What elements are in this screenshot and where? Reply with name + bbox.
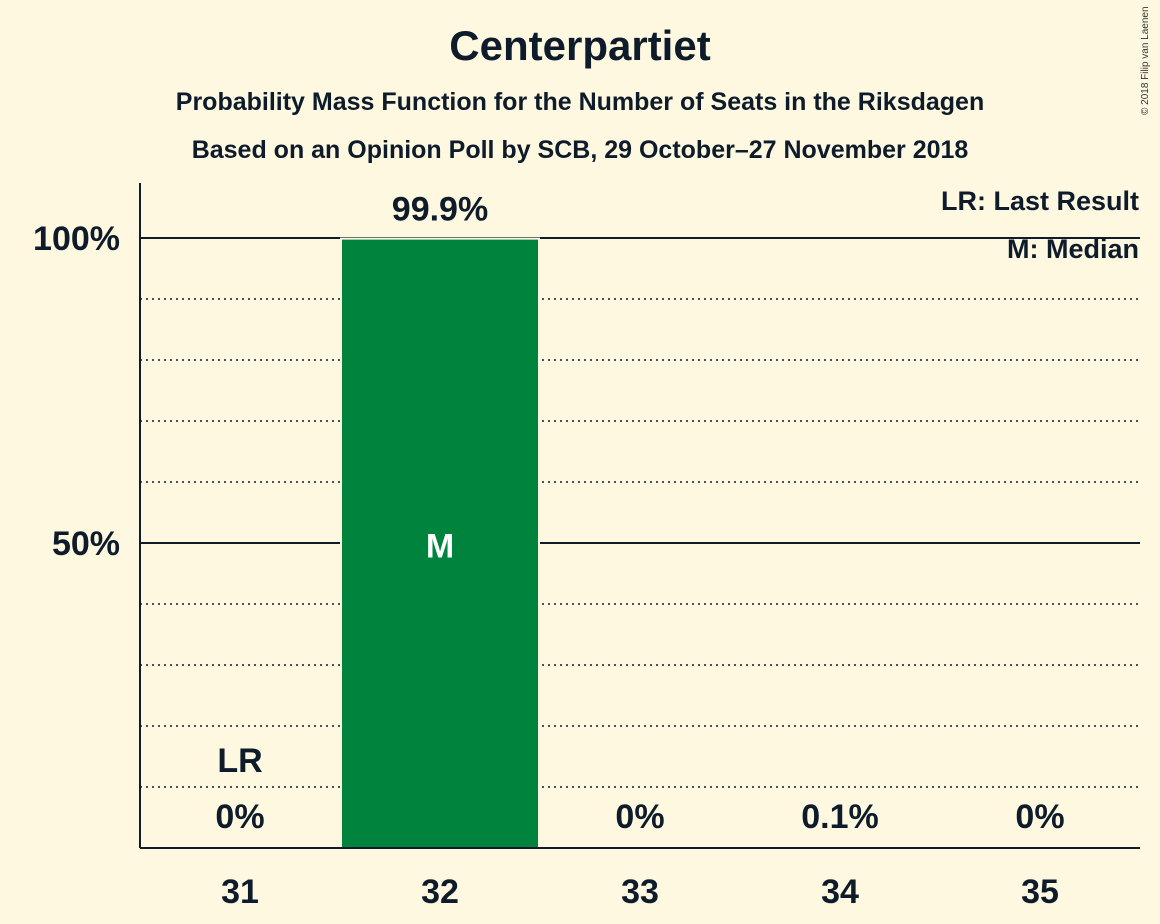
y-tick-label: 50% <box>52 525 120 563</box>
x-tick-label: 31 <box>221 873 259 911</box>
median-marker: M <box>426 527 454 565</box>
y-tick-label: 100% <box>33 220 120 258</box>
value-label: 0.1% <box>801 798 879 836</box>
chart-subtitle: Probability Mass Function for the Number… <box>175 88 985 116</box>
x-tick-label: 34 <box>821 873 859 911</box>
chart-title: Centerpartiet <box>449 22 711 69</box>
legend-entry: LR: Last Result <box>941 186 1139 216</box>
x-tick-label: 33 <box>621 873 659 911</box>
value-label: 0% <box>1015 798 1064 836</box>
chart-source-note: Based on an Opinion Poll by SCB, 29 Octo… <box>191 136 969 164</box>
value-label: 0% <box>615 798 664 836</box>
x-tick-label: 32 <box>421 873 459 911</box>
x-tick-label: 35 <box>1021 873 1059 911</box>
value-label: 0% <box>215 798 264 836</box>
legend-entry: M: Median <box>1007 234 1139 264</box>
bar <box>340 237 540 850</box>
value-label: 99.9% <box>392 191 488 229</box>
last-result-marker: LR <box>217 742 262 780</box>
